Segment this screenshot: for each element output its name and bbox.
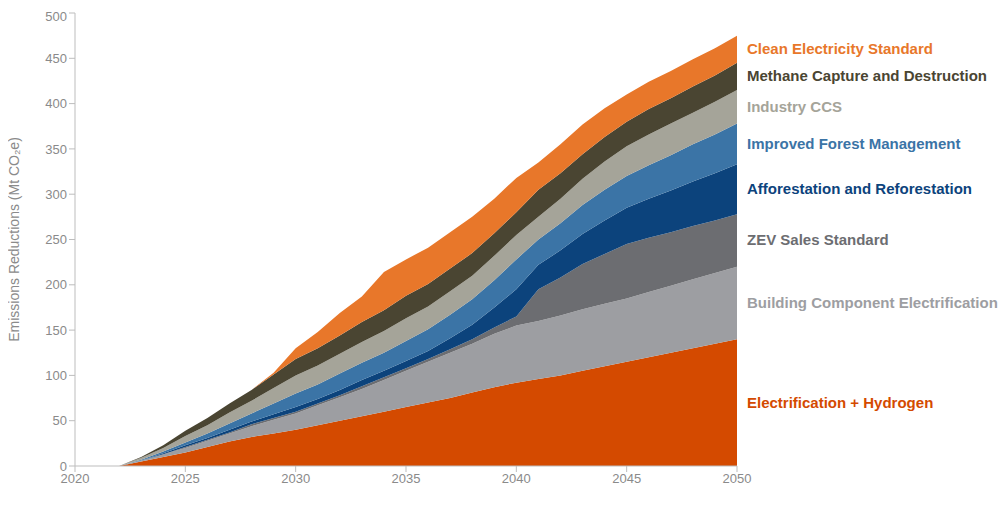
html-text:Improved Forest Management: Improved Forest Management bbox=[747, 134, 961, 152]
svg-text:2030: 2030 bbox=[281, 471, 310, 486]
svg-text:2020: 2020 bbox=[60, 471, 90, 487]
svg-text:200: 200 bbox=[45, 277, 67, 292]
html-text:ZEV Sales Standard: ZEV Sales Standard bbox=[747, 231, 889, 249]
svg-text:300: 300 bbox=[45, 187, 67, 202]
svg-text:400: 400 bbox=[45, 96, 67, 111]
html-text:Clean Electricity Standard: Clean Electricity Standard bbox=[747, 40, 933, 58]
html-text:Afforestation and Reforestatio: Afforestation and Reforestation bbox=[747, 180, 972, 198]
svg-text:500: 500 bbox=[45, 9, 67, 24]
svg-text:2040: 2040 bbox=[502, 471, 531, 486]
html-text:Methane Capture and Destructio: Methane Capture and Destruction bbox=[747, 67, 987, 85]
html-text:Building Component Electrifica: Building Component Electrification bbox=[747, 293, 998, 311]
svg-text:250: 250 bbox=[45, 232, 67, 247]
svg-text:0: 0 bbox=[60, 459, 67, 474]
svg-text:2025: 2025 bbox=[171, 471, 200, 486]
svg-text:450: 450 bbox=[45, 51, 67, 66]
svg-text:150: 150 bbox=[45, 323, 67, 338]
svg-text:2045: 2045 bbox=[612, 471, 641, 486]
html-text:Electrification + Hydrogen: Electrification + Hydrogen bbox=[747, 393, 934, 411]
svg-text:350: 350 bbox=[45, 142, 67, 157]
svg-text:2035: 2035 bbox=[392, 471, 421, 486]
html-text:Industry CCS: Industry CCS bbox=[747, 97, 842, 115]
svg-text:Emissions Reductions (Mt CO₂e): Emissions Reductions (Mt CO₂e) bbox=[8, 137, 22, 342]
svg-text:50: 50 bbox=[53, 413, 67, 428]
svg-text:100: 100 bbox=[45, 368, 67, 383]
svg-text:2050: 2050 bbox=[723, 471, 752, 486]
